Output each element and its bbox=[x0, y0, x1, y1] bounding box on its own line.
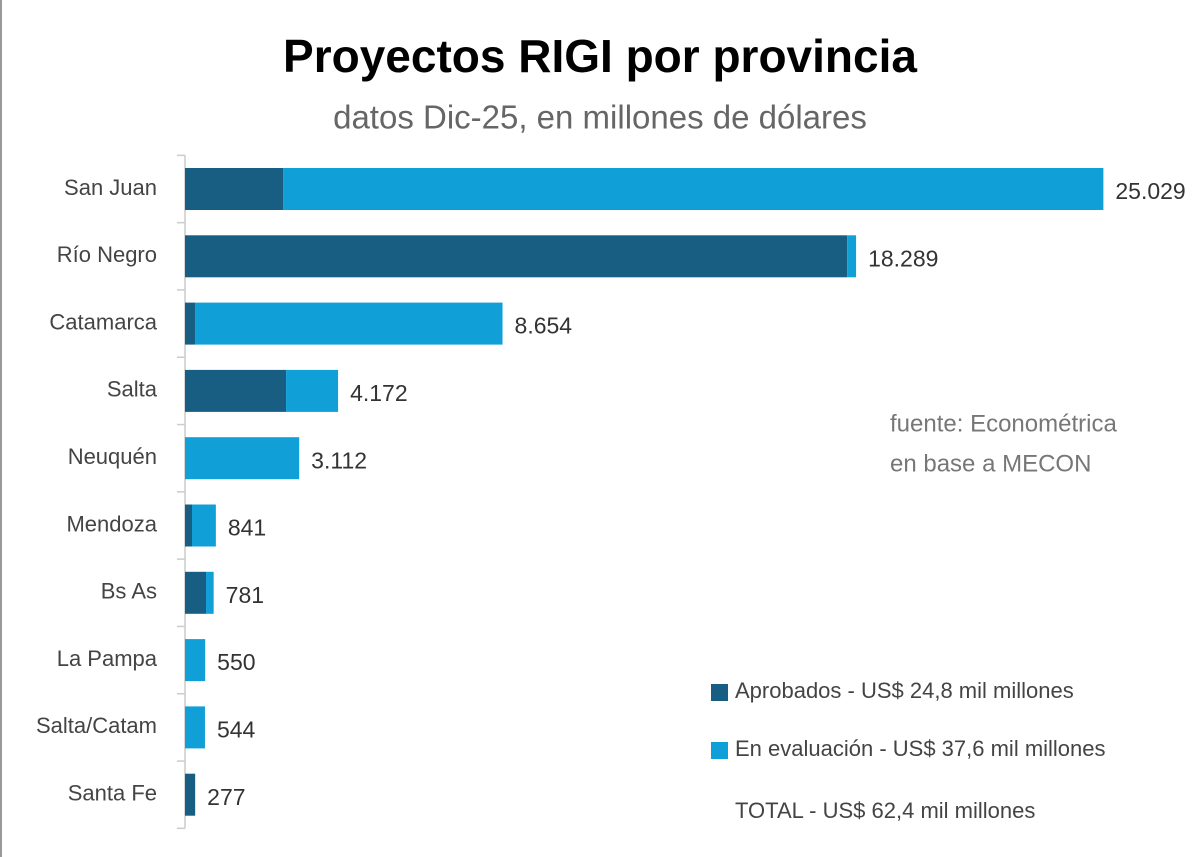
total-label: 781 bbox=[226, 582, 264, 608]
y-tick-label: San Juan bbox=[64, 175, 157, 200]
y-tick-label: Mendoza bbox=[66, 511, 157, 536]
total-label: 4.172 bbox=[350, 380, 408, 406]
chart-subtitle: datos Dic-25, en millones de dólares bbox=[333, 99, 867, 136]
legend-swatch bbox=[711, 684, 728, 701]
bar-segment bbox=[185, 235, 848, 278]
y-tick-label: Río Negro bbox=[57, 242, 157, 267]
bar-segment bbox=[286, 369, 339, 412]
total-label: 550 bbox=[217, 649, 255, 675]
bar-segment bbox=[185, 302, 196, 345]
y-tick-label: Santa Fe bbox=[68, 781, 157, 806]
y-tick-label: La Pampa bbox=[57, 646, 158, 671]
bar-segment bbox=[206, 571, 214, 614]
legend-label: En evaluación - US$ 37,6 mil millones bbox=[735, 736, 1106, 761]
bar-segment bbox=[283, 168, 1104, 210]
source-note: en base a MECON bbox=[890, 450, 1091, 477]
bar-segment bbox=[185, 773, 196, 816]
bar-segment bbox=[185, 168, 284, 210]
bar-segment bbox=[192, 504, 216, 547]
bar-segment bbox=[195, 302, 503, 345]
total-annotation: TOTAL - US$ 62,4 mil millones bbox=[735, 798, 1035, 823]
bar-segment bbox=[847, 235, 857, 278]
total-label: 277 bbox=[207, 784, 245, 810]
y-tick-label: Salta bbox=[107, 377, 158, 402]
total-label: 8.654 bbox=[515, 313, 573, 339]
y-tick-label: Salta/Catam bbox=[36, 713, 157, 738]
chart-title: Proyectos RIGI por provincia bbox=[283, 30, 917, 82]
y-tick-label: Neuquén bbox=[68, 444, 157, 469]
bar-segment bbox=[185, 369, 287, 412]
total-label: 25.029 bbox=[1115, 178, 1185, 204]
y-tick-label: Catamarca bbox=[49, 309, 157, 334]
bar-segment bbox=[185, 706, 205, 749]
total-label: 18.289 bbox=[868, 245, 938, 271]
total-label: 3.112 bbox=[311, 447, 367, 473]
total-label: 544 bbox=[217, 716, 256, 742]
legend-label: Aprobados - US$ 24,8 mil millones bbox=[735, 678, 1074, 703]
bar-segment bbox=[185, 639, 206, 682]
bar-segment bbox=[185, 571, 207, 614]
bar-segment bbox=[185, 504, 193, 547]
legend-swatch bbox=[711, 742, 728, 759]
bar-segment bbox=[185, 437, 300, 480]
y-tick-label: Bs As bbox=[101, 579, 157, 604]
total-label: 841 bbox=[228, 515, 266, 541]
source-note: fuente: Econométrica bbox=[890, 410, 1117, 437]
